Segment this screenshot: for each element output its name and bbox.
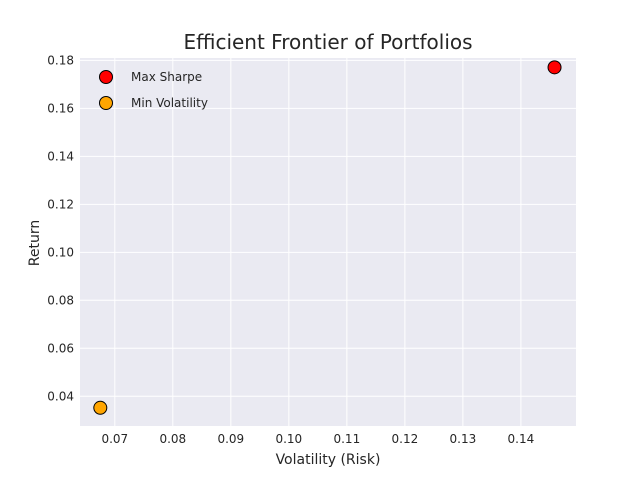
point-max-sharpe bbox=[547, 60, 562, 75]
y-tick-label: 0.16 bbox=[47, 101, 74, 115]
legend-label-max-sharpe: Max Sharpe bbox=[131, 70, 202, 84]
legend-label-min-volatility: Min Volatility bbox=[131, 96, 208, 110]
legend-marker-min-volatility bbox=[99, 96, 113, 110]
x-tick-label: 0.09 bbox=[217, 432, 244, 446]
legend: Max Sharpe Min Volatility bbox=[99, 70, 208, 110]
x-tick-label: 0.11 bbox=[333, 432, 360, 446]
x-tick-label: 0.10 bbox=[275, 432, 302, 446]
y-tick-label: 0.14 bbox=[47, 149, 74, 163]
y-tick-label: 0.06 bbox=[47, 341, 74, 355]
y-tick-label: 0.10 bbox=[47, 245, 74, 259]
plot-area bbox=[80, 58, 576, 426]
y-axis-title: Return bbox=[27, 220, 43, 266]
legend-marker-max-sharpe bbox=[99, 70, 113, 84]
x-tick-label: 0.07 bbox=[101, 432, 128, 446]
x-tick-label: 0.13 bbox=[450, 432, 477, 446]
x-tick-label: 0.12 bbox=[392, 432, 419, 446]
y-tick-label: 0.04 bbox=[47, 389, 74, 403]
y-tick-label: 0.12 bbox=[47, 197, 74, 211]
chart-title: Efficient Frontier of Portfolios bbox=[183, 30, 472, 54]
x-tick-label: 0.08 bbox=[159, 432, 186, 446]
x-tick-label: 0.14 bbox=[508, 432, 535, 446]
x-axis-title: Volatility (Risk) bbox=[276, 452, 381, 468]
point-min-volatility bbox=[93, 400, 108, 415]
y-tick-label: 0.18 bbox=[47, 53, 74, 67]
y-tick-label: 0.08 bbox=[47, 293, 74, 307]
